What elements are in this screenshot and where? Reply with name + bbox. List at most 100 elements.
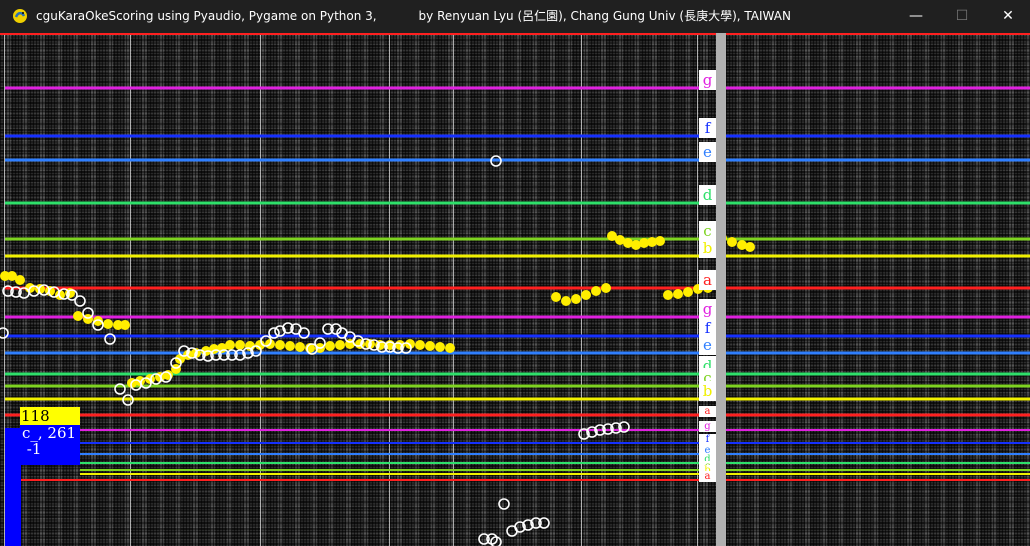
close-button[interactable]: ✕ [1002,8,1014,24]
sung-pitch-dot [425,341,435,351]
reference-pitch-ring [210,349,222,361]
reference-pitch-ring [498,498,510,510]
reference-pitch-ring [170,357,182,369]
reference-pitch-ring [226,349,238,361]
sung-pitch-dot [235,340,245,350]
reference-pitch-ring [490,155,502,167]
note-label-g: g [699,299,716,319]
reference-pitch-ring [0,327,9,339]
reference-pitch-ring [282,322,294,334]
sung-pitch-dot [683,287,693,297]
sung-pitch-dot [745,242,755,252]
reference-pitch-ring [368,339,380,351]
sung-pitch-dot [581,290,591,300]
note-readout: c_, 261 -1 [20,425,80,465]
time-gridline [4,33,5,546]
note-label-b: b [699,238,716,258]
playback-cursor[interactable] [716,33,726,546]
note-label-b: b [699,381,716,401]
sung-pitch-dot [615,235,625,245]
reference-pitch-ring [186,347,198,359]
reference-pitch-ring [92,319,104,331]
reference-pitch-ring [306,343,318,355]
score-display: 118 [20,407,80,425]
sung-pitch-dot [601,283,611,293]
reference-pitch-ring [298,327,310,339]
reference-pitch-ring [392,342,404,354]
sung-pitch-dot [623,238,633,248]
sung-pitch-dot [673,289,683,299]
sung-pitch-dot [551,292,561,302]
sung-pitch-dot [631,240,641,250]
reference-pitch-ring [514,521,526,533]
note-label-e: e [699,445,716,456]
reference-pitch-ring [314,337,326,349]
reference-pitch-ring [478,533,490,545]
sung-pitch-dot [225,340,235,350]
volume-meter [5,428,21,546]
sung-pitch-dot [639,238,649,248]
reference-pitch-ring [178,345,190,357]
sung-pitch-dot [727,237,737,247]
karaoke-canvas[interactable]: gfedcbagfedcbagfedcba 118 c_, 261 -1 [0,33,1030,546]
sung-pitch-dot [655,236,665,246]
note-label-a: a [699,471,716,482]
sung-pitch-dot [113,320,123,330]
sung-pitch-dot [445,343,455,353]
reference-pitch-ring [82,307,94,319]
maximize-button[interactable]: ☐ [955,8,969,24]
sung-pitch-dot [591,286,601,296]
reference-pitch-ring [260,335,272,347]
sung-pitch-dot [15,275,25,285]
reference-pitch-ring [218,349,230,361]
reference-pitch-ring [234,349,246,361]
reference-pitch-ring [602,423,614,435]
sung-pitch-dot [255,340,265,350]
note-label-a: a [699,406,716,417]
reference-pitch-ring [114,383,126,395]
note-label-c: c [699,221,716,241]
pitch-overlay [0,33,1030,546]
sung-pitch-dot [663,290,673,300]
reference-pitch-ring [360,338,372,350]
minimize-button[interactable]: — [909,8,923,24]
sung-pitch-dot [325,341,335,351]
note-label-g: g [699,70,716,90]
reference-pitch-ring [66,289,78,301]
sung-pitch-dot [295,342,305,352]
sung-pitch-dot [335,340,345,350]
reference-pitch-ring [74,295,86,307]
sung-pitch-dot [285,341,295,351]
reference-pitch-ring [202,350,214,362]
sung-pitch-dot [561,296,571,306]
reference-pitch-ring [2,285,14,297]
note-label-f: f [699,118,716,138]
reference-pitch-ring [242,347,254,359]
sung-pitch-dot [73,311,83,321]
sung-pitch-dot [737,240,747,250]
note-label-d: d [699,454,716,465]
sung-pitch-dot [93,316,103,326]
reference-pitch-ring [530,517,542,529]
reference-pitch-ring [610,422,622,434]
reference-pitch-ring [58,288,70,300]
pygame-snake-icon [13,9,27,23]
reference-pitch-ring [586,426,598,438]
title-bar[interactable]: cguKaraOkeScoring using Pyaudio, Pygame … [0,0,1030,33]
sung-pitch-dot [103,319,113,329]
reference-pitch-ring [160,371,172,383]
note-label-g: g [699,421,716,432]
sung-pitch-dot [571,294,581,304]
reference-pitch-ring [10,286,22,298]
reference-pitch-ring [268,327,280,339]
reference-pitch-ring [322,323,334,335]
sung-pitch-dot [7,271,17,281]
note-label-b: b [699,465,716,476]
note-label-f: f [699,318,716,338]
reference-pitch-ring [538,517,550,529]
sung-pitch-dot [120,320,130,330]
reference-pitch-ring [122,394,134,406]
reference-pitch-ring [140,377,152,389]
sung-pitch-dot [607,231,617,241]
note-label-e: e [699,142,716,162]
